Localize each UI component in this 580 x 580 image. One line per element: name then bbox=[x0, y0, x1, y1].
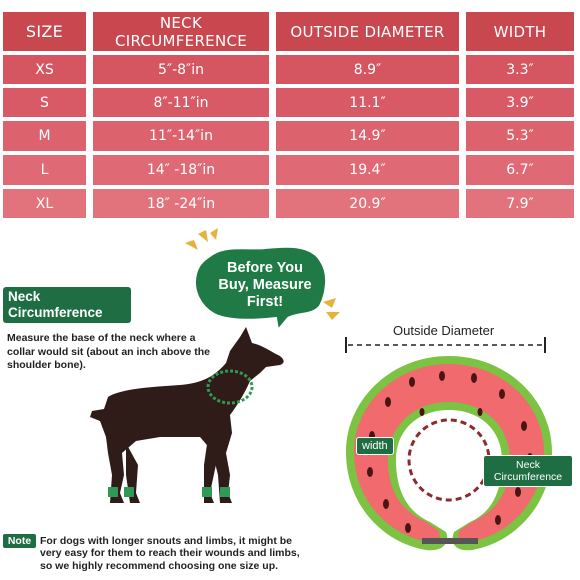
note-text: For dogs with longer snouts and limbs, i… bbox=[40, 535, 340, 549]
table-cell-width: 3.3″ bbox=[466, 55, 574, 84]
callout-line-1: Before You bbox=[226, 260, 303, 276]
callout-line-2: Buy, Measure bbox=[218, 277, 312, 293]
table-cell-size: M bbox=[3, 121, 86, 151]
neck-badge-line-1: Neck bbox=[8, 289, 41, 304]
table-cell-size: XS bbox=[3, 55, 86, 84]
table-cell-size: S bbox=[3, 88, 86, 117]
table-cell-diameter: 14.9″ bbox=[276, 121, 459, 151]
note-text-line-3: so we highly recommend choosing one size… bbox=[40, 560, 279, 572]
neck-instruction-text: Measure the base of the neck where a col… bbox=[7, 332, 211, 371]
table-cell-diameter: 11.1″ bbox=[276, 88, 459, 117]
table-cell-neck: 5″-8″in bbox=[93, 55, 269, 84]
watermelon-collar-illustration bbox=[346, 356, 552, 551]
outside-diameter-dimension-line bbox=[345, 337, 546, 353]
header-width: WIDTH bbox=[466, 12, 574, 51]
table-cell-diameter: 8.9″ bbox=[276, 55, 459, 84]
table-cell-neck: 11″-14″in bbox=[93, 121, 269, 151]
neck-badge-line-2: Circumference bbox=[8, 305, 103, 320]
callout-text: Before You Buy, Measure First! bbox=[200, 260, 330, 311]
callout-line-3: First! bbox=[246, 294, 284, 310]
table-cell-width: 6.7″ bbox=[466, 155, 574, 185]
table-cell-size: XL bbox=[3, 189, 86, 218]
table-cell-diameter: 20.9″ bbox=[276, 189, 459, 218]
table-cell-neck: 14″ -18″in bbox=[93, 155, 269, 185]
width-label: width bbox=[356, 437, 394, 455]
neck-circumference-label: Neck Circumference bbox=[483, 455, 573, 487]
table-cell-size: L bbox=[3, 155, 86, 185]
header-neck-circumference: NECK CIRCUMFERENCE bbox=[93, 12, 269, 51]
callout-bubble bbox=[185, 228, 340, 333]
neck-circumference-badge: Neck Circumference bbox=[3, 287, 131, 323]
note-line-1: For dogs with longer snouts and limbs, i… bbox=[40, 535, 292, 547]
table-cell-neck: 18″ -24″in bbox=[93, 189, 269, 218]
neck-label-line-2: Circumference bbox=[493, 471, 563, 483]
table-cell-width: 5.3″ bbox=[466, 121, 574, 151]
outside-diameter-label: Outside Diameter bbox=[393, 323, 495, 338]
table-cell-diameter: 19.4″ bbox=[276, 155, 459, 185]
header-outside-diameter: OUTSIDE DIAMETER bbox=[276, 12, 459, 51]
neck-label-line-1: Neck bbox=[516, 459, 540, 471]
header-size: SIZE bbox=[3, 12, 86, 51]
table-cell-width: 7.9″ bbox=[466, 189, 574, 218]
table-cell-neck: 8″-11″in bbox=[93, 88, 269, 117]
note-text-line-2: very easy for them to reach their wounds… bbox=[40, 547, 300, 559]
table-cell-width: 3.9″ bbox=[466, 88, 574, 117]
dog-silhouette-illustration bbox=[90, 327, 284, 503]
note-badge: Note bbox=[3, 534, 36, 548]
